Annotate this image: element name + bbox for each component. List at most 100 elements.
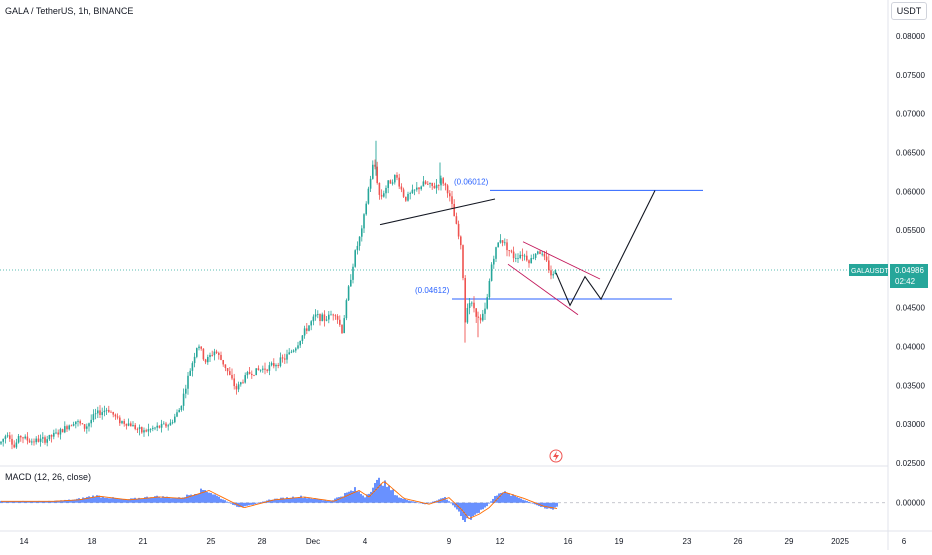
candle-body <box>523 255 526 257</box>
candle-body <box>290 351 293 353</box>
candle-body <box>325 319 328 321</box>
x-tick-label: 9 <box>447 537 452 546</box>
macd-histogram-bar <box>410 501 412 503</box>
macd-histogram-bar <box>370 491 372 503</box>
candle-body <box>220 354 222 360</box>
candle-body <box>101 412 103 416</box>
candle-body <box>376 166 378 183</box>
macd-histogram-bar <box>152 497 154 503</box>
candle-body <box>86 426 88 429</box>
macd-histogram-bar <box>408 500 410 503</box>
macd-histogram-bar <box>138 497 140 503</box>
macd-histogram-bar <box>150 497 152 503</box>
x-tick-label: 18 <box>88 537 97 546</box>
macd-histogram-bar <box>118 498 120 503</box>
candle-body <box>420 186 422 190</box>
candle-body <box>455 216 458 224</box>
candle-body <box>158 425 161 428</box>
candle-body <box>88 423 90 427</box>
macd-histogram-bar <box>52 500 54 503</box>
candle-body <box>191 363 194 371</box>
candle-body <box>180 405 183 410</box>
macd-histogram-bar <box>526 501 528 503</box>
macd-histogram-bar <box>280 497 282 503</box>
macd-histogram-bar <box>368 493 370 503</box>
macd-histogram-bar <box>376 479 378 503</box>
candle-body <box>365 203 367 215</box>
candle-body <box>198 346 200 349</box>
candle-body <box>165 423 167 427</box>
macd-histogram-bar <box>530 502 532 504</box>
candle-body <box>204 359 207 363</box>
candle-body <box>224 364 227 369</box>
macd-histogram-bar <box>198 493 200 503</box>
macd-histogram-bar <box>518 497 520 503</box>
macd-histogram-bar <box>148 497 150 503</box>
macd-histogram-bar <box>160 497 162 503</box>
candle-body <box>488 280 491 298</box>
macd-histogram-bar <box>278 499 280 503</box>
x-tick-label: 26 <box>734 537 743 546</box>
y-tick-label: 0.07000 <box>896 110 925 119</box>
candle-body <box>356 245 359 251</box>
macd-label: MACD (12, 26, close) <box>5 472 92 482</box>
macd-histogram-bar <box>162 496 164 503</box>
macd-histogram-bar <box>330 500 332 503</box>
candle-body <box>449 193 451 197</box>
candle-body <box>383 193 385 197</box>
candle-body <box>528 260 530 264</box>
macd-histogram-bar <box>0 500 2 503</box>
candle-body <box>130 423 132 427</box>
macd-histogram-bar <box>520 498 522 503</box>
macd-histogram-bar <box>20 500 22 503</box>
price-tag-symbol: GALAUSDT <box>851 268 889 275</box>
candle-body <box>413 189 416 191</box>
candle-body <box>391 182 394 184</box>
candle-body <box>284 358 286 360</box>
candle-body <box>48 434 51 440</box>
macd-histogram-bar <box>374 483 376 503</box>
price-tag-countdown: 02:42 <box>895 277 916 286</box>
candle-body <box>369 178 372 189</box>
candle-layer <box>0 140 557 450</box>
candle-body <box>328 314 330 320</box>
macd-histogram-bar <box>28 501 30 503</box>
macd-histogram-bar <box>110 498 112 503</box>
lightning-icon <box>549 449 563 463</box>
macd-histogram-bar <box>186 494 188 503</box>
macd-histogram-bar <box>88 496 90 503</box>
candle-body <box>286 354 288 360</box>
candle-body <box>380 194 383 197</box>
macd-histogram-bar <box>202 490 204 503</box>
macd-histogram-bar <box>60 500 62 503</box>
candle-body <box>460 236 462 246</box>
candle-body <box>189 370 191 376</box>
candle-body <box>6 435 9 437</box>
price-tag-symbol-box <box>849 263 888 276</box>
projection-path <box>555 190 656 307</box>
candle-body <box>350 279 352 287</box>
macd-histogram-bar <box>328 501 330 503</box>
macd-histogram-bar <box>30 501 32 503</box>
x-tick-label: 14 <box>20 537 29 546</box>
level-layer: (0.06012) (0.04612) <box>0 177 888 300</box>
macd-histogram-bar <box>146 496 148 503</box>
candle-body <box>457 223 460 237</box>
candle-body <box>50 434 53 437</box>
candle-body <box>354 250 356 267</box>
candle-body <box>279 357 282 367</box>
candle-body <box>319 314 321 322</box>
macd-histogram-bar <box>122 499 124 503</box>
currency-button[interactable]: USDT <box>891 2 927 20</box>
macd-histogram-bar <box>36 501 38 503</box>
macd-histogram-bar <box>506 492 508 503</box>
candle-body <box>182 393 185 406</box>
macd-histogram-bar <box>402 498 404 503</box>
candle-body <box>28 440 31 443</box>
macd-histogram-bar <box>262 501 264 503</box>
macd-histogram-bar <box>124 499 126 503</box>
candle-body <box>387 180 389 188</box>
candle-body <box>207 357 209 363</box>
x-tick-label: 25 <box>207 537 216 546</box>
